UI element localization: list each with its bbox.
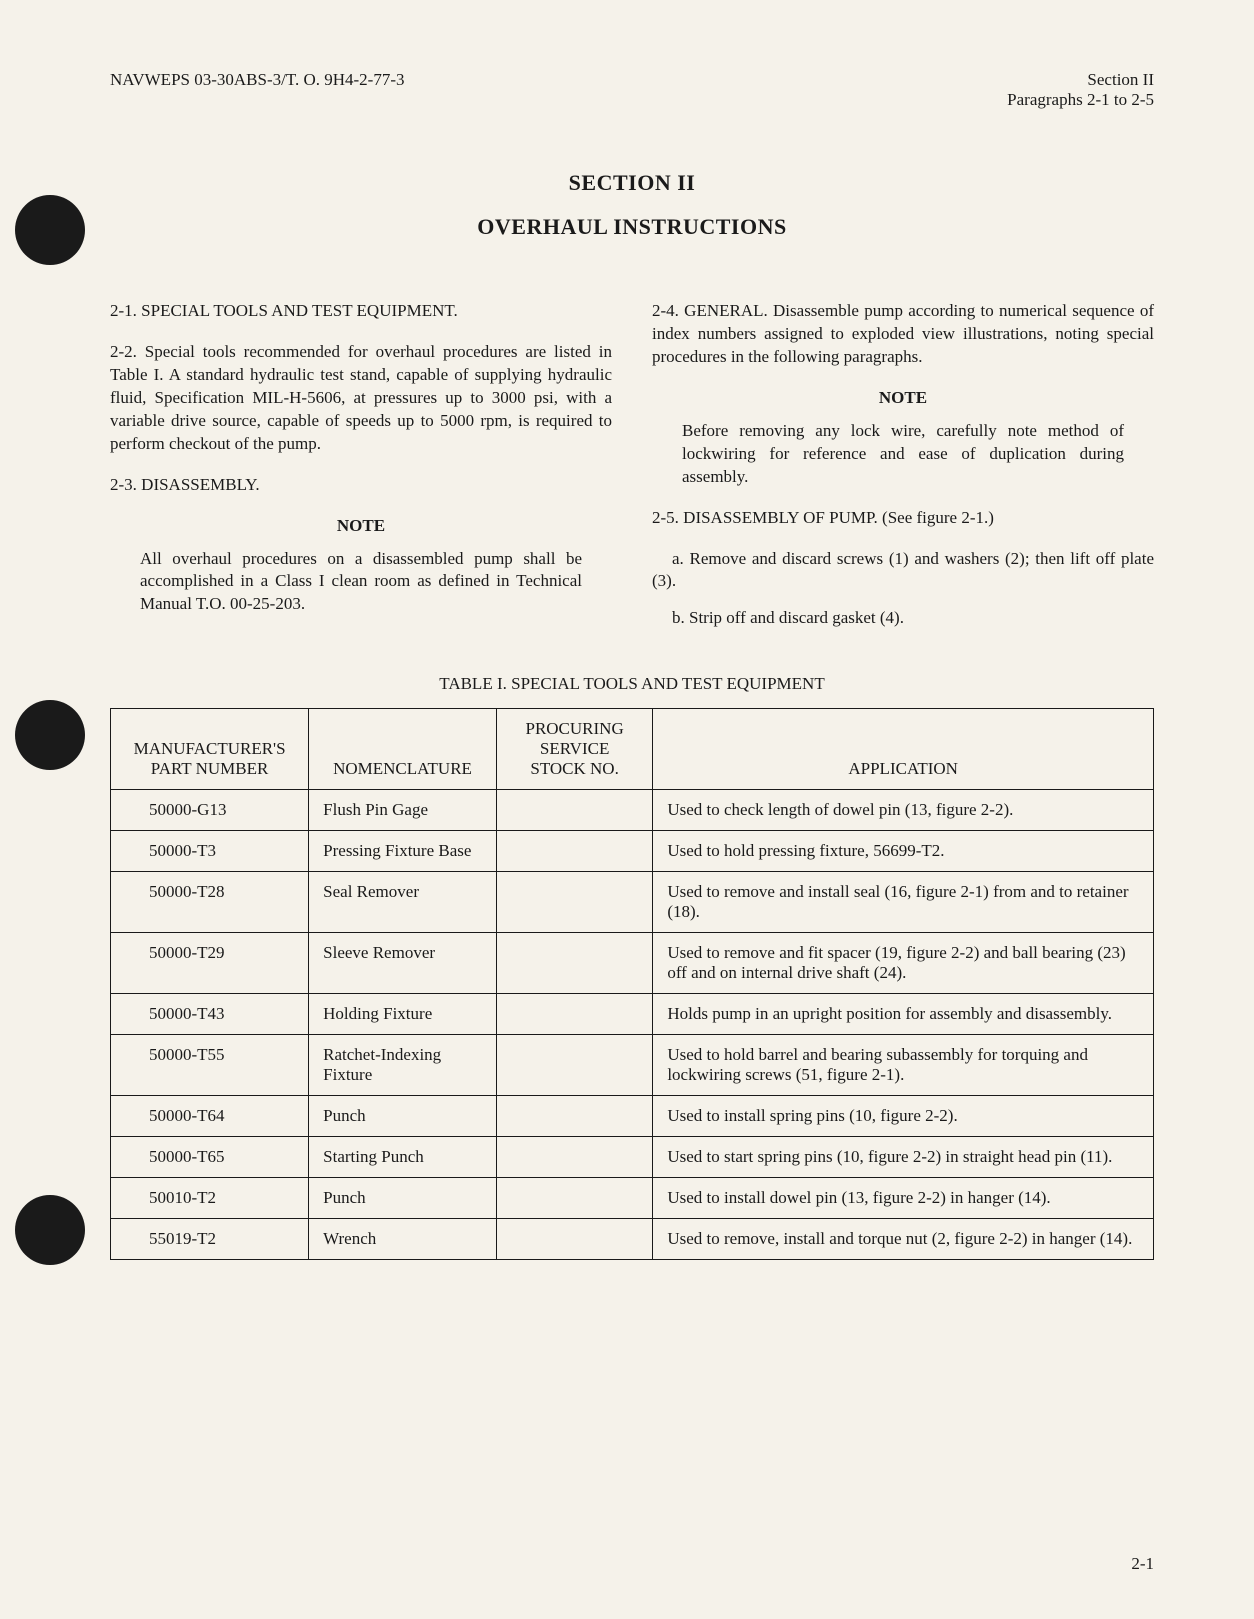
cell-app: Used to remove, install and torque nut (…	[653, 1219, 1154, 1260]
tools-table: MANUFACTURER'S PART NUMBER NOMENCLATURE …	[110, 708, 1154, 1260]
cell-nom: Starting Punch	[309, 1137, 497, 1178]
section-subtitle: OVERHAUL INSTRUCTIONS	[110, 214, 1154, 240]
header-paragraphs: Paragraphs 2-1 to 2-5	[1007, 90, 1154, 110]
cell-app: Used to install dowel pin (13, figure 2-…	[653, 1178, 1154, 1219]
table-row: 50000-T65 Starting Punch Used to start s…	[111, 1137, 1154, 1178]
page-number: 2-1	[1131, 1554, 1154, 1574]
cell-part: 50010-T2	[111, 1178, 309, 1219]
cell-part: 50000-T28	[111, 872, 309, 933]
cell-stock	[496, 1178, 652, 1219]
cell-nom: Sleeve Remover	[309, 933, 497, 994]
table-row: 50000-T55 Ratchet-Indexing Fixture Used …	[111, 1035, 1154, 1096]
table-row: 50000-T43 Holding Fixture Holds pump in …	[111, 994, 1154, 1035]
cell-nom: Wrench	[309, 1219, 497, 1260]
table-body: 50000-G13 Flush Pin Gage Used to check l…	[111, 790, 1154, 1260]
cell-part: 50000-G13	[111, 790, 309, 831]
cell-stock	[496, 933, 652, 994]
header-right: Section II Paragraphs 2-1 to 2-5	[1007, 70, 1154, 110]
para-2-2: 2-2. Special tools recommended for overh…	[110, 341, 612, 456]
table-row: 55019-T2 Wrench Used to remove, install …	[111, 1219, 1154, 1260]
cell-stock	[496, 994, 652, 1035]
item-a: a. Remove and discard screws (1) and was…	[652, 548, 1154, 594]
cell-nom: Punch	[309, 1178, 497, 1219]
punch-hole	[15, 700, 85, 770]
section-title: SECTION II	[110, 170, 1154, 196]
note-body: Before removing any lock wire, carefully…	[652, 420, 1154, 489]
cell-app: Holds pump in an upright position for as…	[653, 994, 1154, 1035]
cell-app: Used to start spring pins (10, figure 2-…	[653, 1137, 1154, 1178]
header-stock-no: PROCURING SERVICE STOCK NO.	[496, 709, 652, 790]
header-nomenclature: NOMENCLATURE	[309, 709, 497, 790]
cell-stock	[496, 1137, 652, 1178]
cell-stock	[496, 790, 652, 831]
table-row: 50010-T2 Punch Used to install dowel pin…	[111, 1178, 1154, 1219]
cell-part: 50000-T64	[111, 1096, 309, 1137]
punch-hole	[15, 1195, 85, 1265]
cell-nom: Punch	[309, 1096, 497, 1137]
cell-part: 50000-T43	[111, 994, 309, 1035]
cell-stock	[496, 831, 652, 872]
cell-stock	[496, 1096, 652, 1137]
cell-app: Used to check length of dowel pin (13, f…	[653, 790, 1154, 831]
cell-nom: Ratchet-Indexing Fixture	[309, 1035, 497, 1096]
para-2-5: 2-5. DISASSEMBLY OF PUMP. (See figure 2-…	[652, 507, 1154, 530]
cell-app: Used to install spring pins (10, figure …	[653, 1096, 1154, 1137]
cell-nom: Pressing Fixture Base	[309, 831, 497, 872]
punch-hole	[15, 195, 85, 265]
header-part-number: MANUFACTURER'S PART NUMBER	[111, 709, 309, 790]
note-body: All overhaul procedures on a disassemble…	[110, 548, 612, 617]
header-application: APPLICATION	[653, 709, 1154, 790]
right-column: 2-4. GENERAL. Disassemble pump according…	[652, 300, 1154, 644]
cell-app: Used to remove and fit spacer (19, figur…	[653, 933, 1154, 994]
para-2-4: 2-4. GENERAL. Disassemble pump according…	[652, 300, 1154, 369]
cell-part: 50000-T55	[111, 1035, 309, 1096]
cell-app: Used to remove and install seal (16, fig…	[653, 872, 1154, 933]
note-label: NOTE	[652, 387, 1154, 410]
cell-stock	[496, 1219, 652, 1260]
cell-app: Used to hold pressing fixture, 56699-T2.	[653, 831, 1154, 872]
note-label: NOTE	[110, 515, 612, 538]
cell-part: 50000-T29	[111, 933, 309, 994]
table-header-row: MANUFACTURER'S PART NUMBER NOMENCLATURE …	[111, 709, 1154, 790]
cell-app: Used to hold barrel and bearing subassem…	[653, 1035, 1154, 1096]
body-columns: 2-1. SPECIAL TOOLS AND TEST EQUIPMENT. 2…	[110, 300, 1154, 644]
cell-part: 55019-T2	[111, 1219, 309, 1260]
cell-stock	[496, 872, 652, 933]
cell-part: 50000-T65	[111, 1137, 309, 1178]
cell-part: 50000-T3	[111, 831, 309, 872]
table-row: 50000-T3 Pressing Fixture Base Used to h…	[111, 831, 1154, 872]
cell-nom: Holding Fixture	[309, 994, 497, 1035]
header-section: Section II	[1007, 70, 1154, 90]
header-left: NAVWEPS 03-30ABS-3/T. O. 9H4-2-77-3	[110, 70, 405, 110]
table-row: 50000-T64 Punch Used to install spring p…	[111, 1096, 1154, 1137]
table-caption: TABLE I. SPECIAL TOOLS AND TEST EQUIPMEN…	[110, 674, 1154, 694]
left-column: 2-1. SPECIAL TOOLS AND TEST EQUIPMENT. 2…	[110, 300, 612, 644]
table-row: 50000-G13 Flush Pin Gage Used to check l…	[111, 790, 1154, 831]
cell-nom: Flush Pin Gage	[309, 790, 497, 831]
cell-nom: Seal Remover	[309, 872, 497, 933]
cell-stock	[496, 1035, 652, 1096]
item-b: b. Strip off and discard gasket (4).	[652, 607, 1154, 630]
table-row: 50000-T29 Sleeve Remover Used to remove …	[111, 933, 1154, 994]
table-row: 50000-T28 Seal Remover Used to remove an…	[111, 872, 1154, 933]
para-2-1: 2-1. SPECIAL TOOLS AND TEST EQUIPMENT.	[110, 300, 612, 323]
page-header: NAVWEPS 03-30ABS-3/T. O. 9H4-2-77-3 Sect…	[110, 70, 1154, 110]
para-2-3: 2-3. DISASSEMBLY.	[110, 474, 612, 497]
